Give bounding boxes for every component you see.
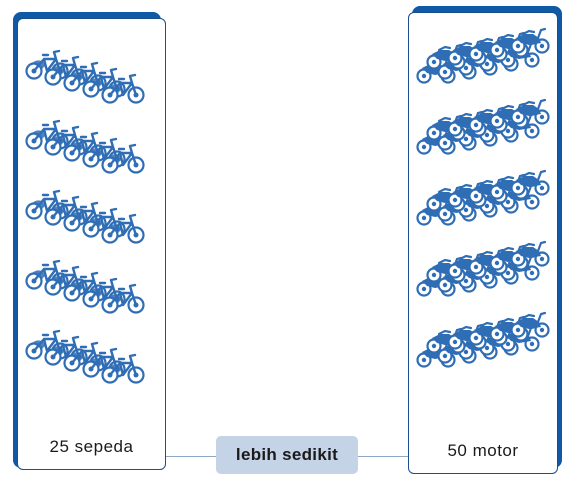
motorcycle-panel: 50 motor [408, 12, 558, 474]
bicycle-icon [101, 73, 145, 104]
motorcycle-count-label: 50 motor [447, 441, 519, 460]
motorcycle-icon [510, 98, 550, 125]
bicycle-icon [25, 259, 69, 290]
motorcycle-icon [510, 240, 550, 267]
left-connector-line [166, 456, 216, 457]
motorcycle-group [416, 27, 550, 368]
motorcycle-icon [510, 27, 550, 54]
bicycle-icon [101, 143, 145, 174]
bicycle-icon [101, 213, 145, 244]
motorcycle-icon [510, 169, 550, 196]
right-connector-line [358, 456, 408, 457]
bicycle-icon [101, 283, 145, 314]
bicycle-icon [101, 353, 145, 384]
bicycle-panel: 25 sepeda [17, 18, 166, 470]
comparison-badge: lebih sedikit [216, 436, 358, 474]
bicycle-count-label: 25 sepeda [49, 437, 134, 456]
bicycle-group [25, 49, 145, 384]
motorcycle-icon [510, 311, 550, 338]
